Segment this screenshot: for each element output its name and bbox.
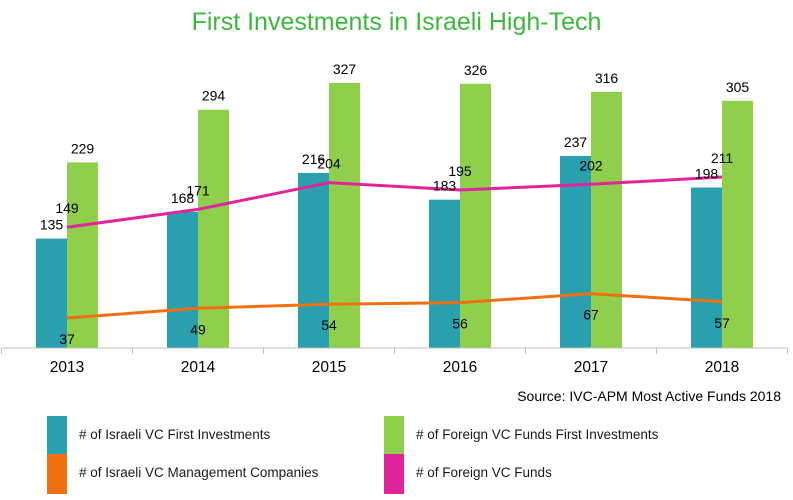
tick-marks	[1, 348, 788, 354]
data-label-foreign-vc-funds: 171	[186, 182, 210, 198]
bar-foreign-vc-first-investments	[722, 100, 753, 348]
x-tick-label: 2014	[181, 359, 216, 376]
legend-label: # of Foreign VC Funds First Investments	[416, 427, 659, 442]
bar-israeli-vc-first-investments	[691, 187, 722, 348]
data-label-israeli-vc-first-investments: 198	[695, 166, 719, 182]
data-label-israeli-vc-management-companies: 54	[321, 317, 337, 333]
data-label-foreign-vc-first-investments: 326	[464, 62, 488, 78]
data-label-israeli-vc-management-companies: 37	[59, 331, 75, 347]
data-label-israeli-vc-first-investments: 237	[564, 134, 588, 150]
chart-title: First Investments in Israeli High-Tech	[191, 8, 602, 36]
data-label-foreign-vc-funds: 204	[317, 156, 341, 172]
legend-label: # of Israeli VC Management Companies	[79, 465, 319, 480]
data-label-foreign-vc-first-investments: 229	[71, 140, 95, 156]
data-label-foreign-vc-first-investments: 305	[726, 79, 750, 95]
data-label-israeli-vc-first-investments: 183	[433, 178, 457, 194]
bar-foreign-vc-first-investments	[329, 82, 360, 349]
data-label-israeli-vc-management-companies: 49	[190, 321, 206, 337]
bar-israeli-vc-first-investments	[560, 155, 591, 348]
bar-foreign-vc-first-investments	[591, 91, 622, 348]
bar-israeli-vc-first-investments	[429, 199, 460, 348]
data-label-israeli-vc-management-companies: 56	[452, 316, 468, 332]
data-label-foreign-vc-first-investments: 316	[595, 70, 619, 86]
bar-foreign-vc-first-investments	[198, 109, 229, 348]
legend-swatch	[47, 416, 67, 456]
bar-foreign-vc-first-investments	[460, 83, 491, 348]
data-label-israeli-vc-first-investments: 135	[40, 217, 64, 233]
data-label-israeli-vc-first-investments: 168	[171, 190, 195, 206]
data-label-israeli-vc-management-companies: 57	[714, 315, 730, 331]
legend-label: # of Foreign VC Funds	[416, 465, 552, 480]
data-label-foreign-vc-funds: 149	[55, 200, 79, 216]
legend-swatch	[384, 416, 404, 456]
lines-layer	[66, 175, 723, 320]
source-note: Source: IVC-APM Most Active Funds 2018	[517, 388, 781, 404]
data-labels: 135 229 37 149 168 294 49 171 216 327 54 204 183 326 5…	[40, 61, 750, 347]
data-label-foreign-vc-first-investments: 327	[333, 61, 357, 77]
series-line-israeli-vc-management-companies	[66, 292, 723, 320]
legend-label: # of Israeli VC First Investments	[79, 427, 271, 442]
legend-swatch	[384, 454, 404, 494]
data-label-foreign-vc-funds: 202	[579, 157, 603, 173]
bar-israeli-vc-first-investments	[167, 211, 198, 348]
bar-foreign-vc-first-investments	[67, 162, 98, 348]
bar-israeli-vc-first-investments	[36, 238, 67, 348]
data-label-foreign-vc-funds: 211	[711, 150, 734, 166]
data-label-foreign-vc-first-investments: 294	[202, 88, 226, 104]
data-label-foreign-vc-funds: 195	[448, 163, 472, 179]
data-label-israeli-vc-first-investments: 216	[302, 151, 326, 167]
x-tick-label: 2015	[312, 359, 346, 376]
bar-israeli-vc-first-investments	[298, 172, 329, 348]
x-tick-label: 2017	[574, 359, 608, 376]
x-tick-labels: 2013 2014 2015 2016 2017 2018	[50, 359, 739, 376]
x-tick-label: 2018	[705, 359, 739, 376]
x-tick-label: 2016	[443, 359, 477, 376]
data-label-israeli-vc-management-companies: 67	[583, 307, 599, 323]
x-tick-label: 2013	[50, 359, 84, 376]
series-line-foreign-vc-funds	[66, 175, 723, 229]
legend-swatch	[47, 454, 67, 494]
